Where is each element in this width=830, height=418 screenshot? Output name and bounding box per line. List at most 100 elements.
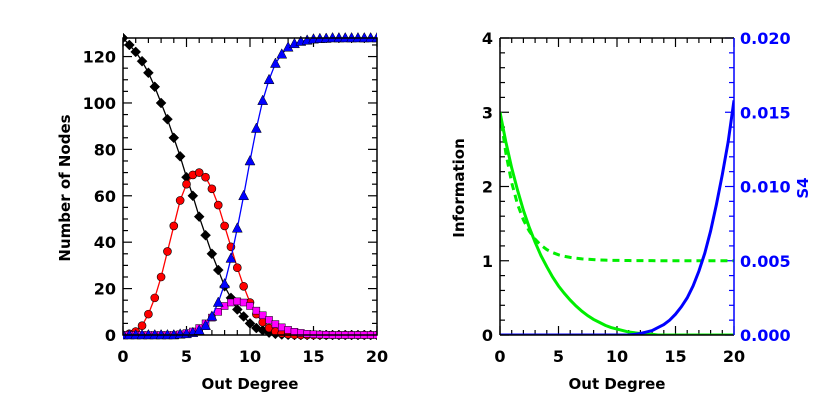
left-chart-y-tick-labels: 0 20 40 60 80 100 120 [83, 48, 116, 345]
data-point [187, 190, 199, 202]
data-point [290, 328, 299, 336]
data-point [169, 221, 179, 231]
data-point [200, 229, 211, 241]
right-chart-y2-tick-labels: 0.000 0.005 0.010 0.015 0.020 [740, 29, 791, 345]
data-point [123, 39, 135, 51]
data-point [233, 297, 242, 306]
left-x-tick-label: 15 [302, 347, 324, 366]
left-y-tick-label: 0 [105, 326, 116, 345]
right-y-tick-label: 3 [482, 103, 493, 122]
data-point [244, 154, 256, 166]
data-point [182, 179, 191, 189]
left-series-red-circles [123, 168, 377, 340]
data-point [162, 113, 173, 125]
right-y2-tick-label: 0.015 [740, 103, 791, 122]
left-series-blue-triangles [123, 31, 377, 340]
right-x-tick-label: 0 [494, 347, 505, 366]
data-point [238, 189, 250, 201]
right-y-tick-label: 2 [482, 178, 493, 197]
right-chart-y-tick-labels: 0 1 2 3 4 [482, 29, 493, 345]
data-point [231, 222, 243, 233]
left-series-black-diamonds [123, 32, 377, 341]
series-line [123, 37, 377, 336]
data-point [303, 330, 311, 338]
data-point [143, 67, 154, 79]
right-x-tick-label: 10 [606, 347, 628, 366]
data-point [246, 302, 254, 310]
series-line [123, 37, 377, 336]
data-point [238, 311, 250, 322]
data-point [219, 277, 231, 289]
right-chart-y2-axis-label: S4 [794, 177, 812, 198]
left-y-tick-label: 60 [94, 187, 116, 206]
left-y-tick-label: 120 [83, 48, 116, 67]
data-point [163, 247, 172, 256]
right-x-tick-label: 5 [553, 347, 564, 366]
data-point [252, 306, 261, 315]
data-point [207, 184, 217, 194]
data-point [194, 168, 204, 177]
data-point [276, 48, 288, 59]
data-point [225, 252, 237, 263]
data-point [239, 298, 248, 307]
right-chart-ticks [499, 37, 735, 336]
right-x-tick-label: 15 [664, 347, 686, 366]
left-x-tick-label: 20 [366, 347, 388, 366]
data-point [284, 326, 292, 334]
left-chart-y-axis-label: Number of Nodes [56, 114, 74, 261]
data-point [212, 296, 224, 307]
data-point [174, 150, 186, 162]
data-point [144, 309, 153, 319]
series-line [123, 171, 377, 336]
right-y2-tick-label: 0.020 [740, 29, 791, 48]
data-point [213, 200, 223, 210]
data-point [220, 221, 229, 231]
left-x-tick-label: 10 [239, 347, 261, 366]
left-y-tick-label: 80 [94, 140, 116, 159]
left-chart: 0 5 10 15 20 0 20 40 60 80 100 120 Out Degree Numb… [56, 31, 388, 393]
data-point [193, 211, 205, 223]
left-chart-series [123, 31, 377, 341]
data-point [231, 304, 243, 315]
data-point [271, 320, 280, 328]
left-y-tick-label: 40 [94, 233, 116, 252]
data-point [265, 316, 273, 324]
data-point [278, 323, 286, 332]
data-point [269, 57, 281, 68]
data-point [137, 321, 147, 331]
right-chart-x-tick-labels: 0 5 10 15 20 [494, 347, 745, 366]
right-chart-x-axis-label: Out Degree [569, 375, 666, 393]
left-x-tick-label: 0 [117, 347, 128, 366]
data-point [155, 97, 167, 109]
right-y-tick-label: 1 [482, 252, 493, 271]
data-point [168, 132, 180, 144]
data-point [214, 308, 222, 316]
right-series-blue-S4 [500, 100, 734, 335]
right-y-tick-label: 0 [482, 326, 493, 345]
data-point [200, 319, 211, 330]
right-series-green-dashed [500, 112, 734, 263]
right-y2-tick-label: 0.010 [740, 178, 791, 197]
data-point [130, 46, 142, 58]
data-point [227, 298, 235, 307]
data-point [258, 311, 267, 320]
right-x-tick-label: 20 [723, 347, 745, 366]
right-y2-tick-label: 0.000 [740, 326, 791, 345]
left-chart-ticks [122, 38, 378, 336]
data-point [263, 73, 275, 85]
left-x-tick-label: 5 [181, 347, 192, 366]
left-chart-frame [122, 37, 378, 336]
data-point [239, 281, 248, 291]
left-y-tick-label: 100 [83, 94, 116, 113]
right-chart-series [500, 100, 734, 335]
data-point [212, 264, 224, 276]
data-point [175, 196, 185, 205]
data-point [250, 122, 262, 133]
right-y2-tick-label: 0.005 [740, 252, 791, 271]
right-y-tick-label: 4 [482, 29, 493, 48]
data-point [136, 55, 148, 67]
data-point [244, 318, 256, 329]
left-y-tick-label: 20 [94, 280, 116, 299]
data-point [257, 94, 269, 105]
